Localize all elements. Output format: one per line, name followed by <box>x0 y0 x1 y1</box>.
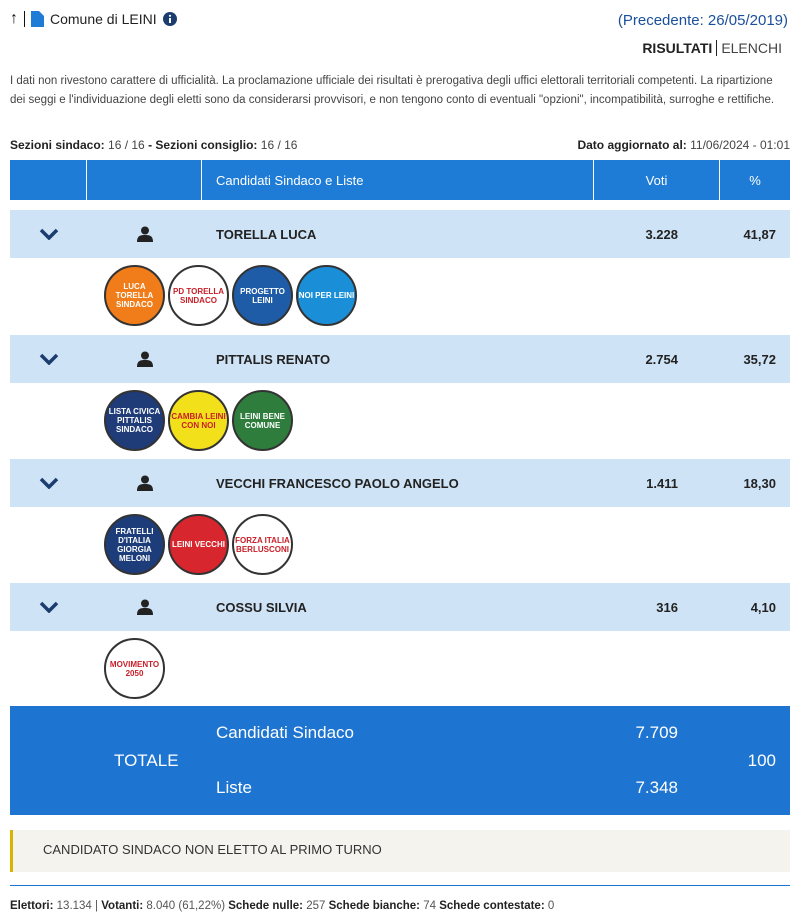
party-logo[interactable]: CAMBIA LEINI CON NOI <box>168 390 229 451</box>
expand-chevron-icon[interactable] <box>10 583 87 631</box>
page-header: ↑ Comune di LEINI <box>10 10 177 28</box>
label: Elettori: <box>10 900 54 912</box>
view-tabs: RISULTATI ELENCHI <box>638 40 786 56</box>
divider <box>24 11 25 27</box>
value: 8.040 (61,22%) <box>146 900 226 912</box>
value: 74 <box>423 900 436 912</box>
total-lists-label: Liste <box>216 778 252 797</box>
candidate-votes: 1.411 <box>646 475 678 491</box>
label: Schede nulle: <box>228 900 304 912</box>
table-header: Candidati Sindaco e Liste Voti % <box>10 160 790 200</box>
expand-chevron-icon[interactable] <box>10 335 87 383</box>
divider <box>10 885 790 886</box>
candidate-votes: 2.754 <box>645 351 678 367</box>
expand-chevron-icon[interactable] <box>10 459 87 507</box>
label: Dato aggiornato al: <box>577 138 687 152</box>
total-label: TOTALE <box>114 751 179 770</box>
candidate-name: COSSU SILVIA <box>216 599 307 615</box>
value: 257 <box>306 900 326 912</box>
party-logo[interactable]: NOI PER LEINI <box>296 265 357 326</box>
total-candidates-label: Candidati Sindaco <box>216 723 354 742</box>
label: Sezioni sindaco: <box>10 138 105 152</box>
info-icon[interactable] <box>162 12 177 26</box>
party-logo[interactable]: LEINI BENE COMUNE <box>232 390 293 451</box>
value: 13.134 <box>56 900 92 912</box>
updated-info: Dato aggiornato al: 11/06/2024 - 01:01 <box>577 138 790 152</box>
total-row: TOTALE Candidati Sindaco 7.709 Liste 7.3… <box>10 706 790 815</box>
tab-elenchi[interactable]: ELENCHI <box>721 40 782 56</box>
value: 11/06/2024 - 01:01 <box>690 138 790 152</box>
party-logo[interactable]: FORZA ITALIA BERLUSCONI <box>232 514 293 575</box>
candidate-votes: 3.228 <box>645 226 678 242</box>
candidate-percent: 4,10 <box>750 599 776 615</box>
col-candidates: Candidati Sindaco e Liste <box>202 160 594 200</box>
party-lists: FRATELLI D'ITALIA GIORGIA MELONI LEINI VE… <box>104 514 293 575</box>
page-title: Comune di LEINI <box>50 11 157 27</box>
election-notice: CANDIDATO SINDACO NON ELETTO AL PRIMO TU… <box>10 830 790 872</box>
person-icon <box>87 335 202 383</box>
party-logo[interactable]: LUCA TORELLA SINDACO <box>104 265 165 326</box>
turnout-footer: Elettori: 13.134 | Votanti: 8.040 (61,22… <box>10 900 555 912</box>
value: 0 <box>547 900 555 912</box>
party-logo[interactable]: LISTA CIVICA PITTALIS SINDACO <box>104 390 165 451</box>
total-lists-votes: 7.348 <box>635 778 678 797</box>
party-lists: LUCA TORELLA SINDACO PD TORELLA SINDACO PR… <box>104 265 357 326</box>
document-icon[interactable] <box>31 11 44 27</box>
col-percent: % <box>749 172 761 188</box>
label: Schede bianche: <box>328 900 420 912</box>
candidate-row: VECCHI FRANCESCO PAOLO ANGELO 1.411 18,3… <box>10 459 790 507</box>
previous-election-link[interactable]: (Precedente: 26/05/2019) <box>617 12 788 29</box>
person-icon <box>87 210 202 258</box>
candidate-percent: 18,30 <box>743 475 776 491</box>
party-lists: MOVIMENTO 2050 <box>104 638 165 699</box>
candidate-row: COSSU SILVIA 316 4,10 <box>10 583 790 631</box>
person-icon <box>87 459 202 507</box>
label: Votanti: <box>101 900 144 912</box>
label: Sezioni consiglio: <box>155 138 258 152</box>
sections-info: Sezioni sindaco: 16 / 16 - Sezioni consi… <box>10 138 297 152</box>
party-lists: LISTA CIVICA PITTALIS SINDACO CAMBIA LEIN… <box>104 390 293 451</box>
expand-chevron-icon[interactable] <box>10 210 87 258</box>
candidate-name: PITTALIS RENATO <box>216 351 331 367</box>
candidate-votes: 316 <box>656 599 678 615</box>
candidate-percent: 35,72 <box>743 351 776 367</box>
candidate-name: VECCHI FRANCESCO PAOLO ANGELO <box>216 475 459 491</box>
label: Schede contestate: <box>439 900 545 912</box>
value: 16 / 16 <box>260 138 298 152</box>
total-candidates-votes: 7.709 <box>635 723 678 742</box>
tab-risultati[interactable]: RISULTATI <box>638 40 718 56</box>
candidate-row: TORELLA LUCA 3.228 41,87 <box>10 210 790 258</box>
disclaimer: I dati non rivestono carattere di uffici… <box>10 75 775 106</box>
value: 16 / 16 <box>108 138 145 152</box>
person-icon <box>87 583 202 631</box>
arrow-up-icon[interactable]: ↑ <box>10 10 18 27</box>
candidate-name: TORELLA LUCA <box>216 226 317 242</box>
party-logo[interactable]: PROGETTO LEINI <box>232 265 293 326</box>
separator: - <box>144 138 156 152</box>
party-logo[interactable]: MOVIMENTO 2050 <box>104 638 165 699</box>
party-logo[interactable]: PD TORELLA SINDACO <box>168 265 229 326</box>
party-logo[interactable]: FRATELLI D'ITALIA GIORGIA MELONI <box>104 514 165 575</box>
total-percent: 100 <box>747 751 776 770</box>
col-votes: Voti <box>594 160 720 200</box>
candidate-row: PITTALIS RENATO 2.754 35,72 <box>10 335 790 383</box>
party-logo[interactable]: LEINI VECCHI <box>168 514 229 575</box>
candidate-percent: 41,87 <box>743 226 776 242</box>
